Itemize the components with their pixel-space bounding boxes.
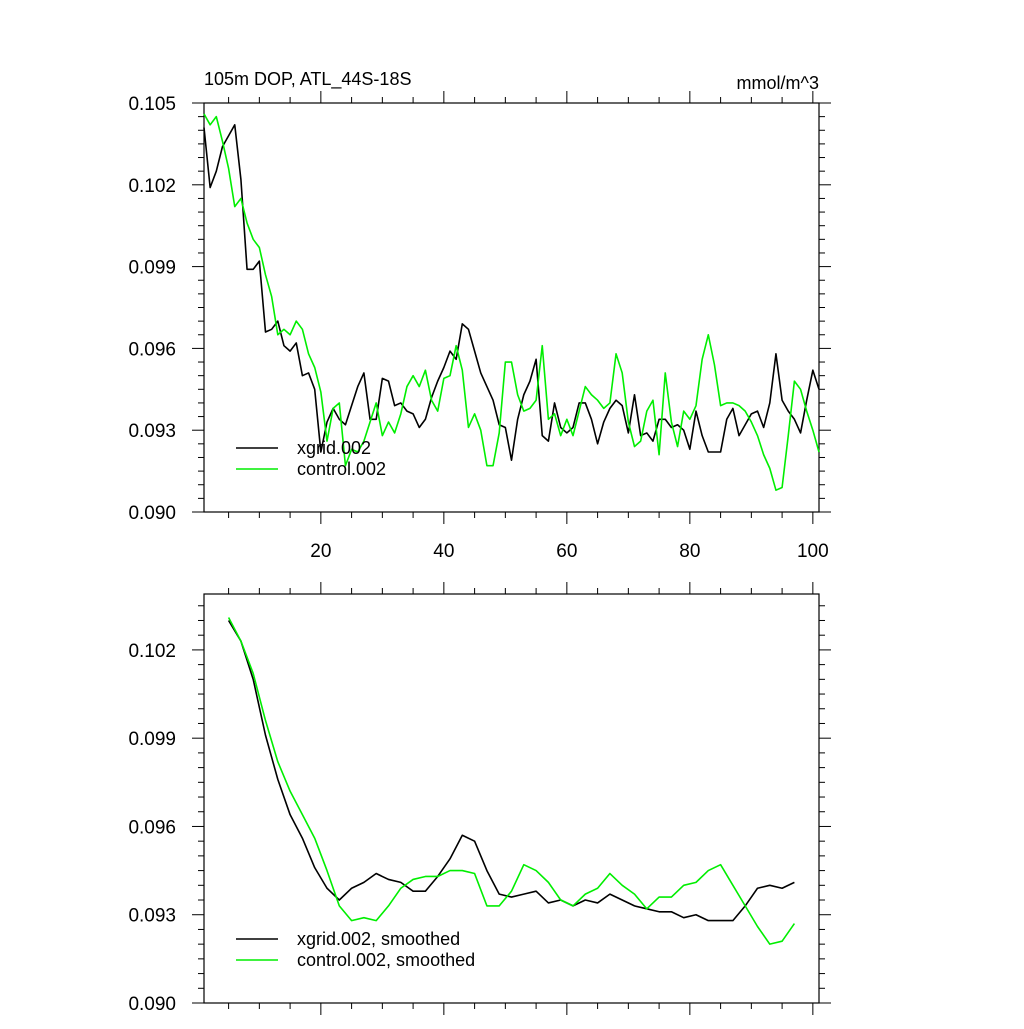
y-tick-label: 0.093	[128, 906, 176, 927]
plot-frame	[203, 593, 820, 1004]
y-tick-label: 0.102	[128, 641, 176, 662]
legend-label: control.002, smoothed	[297, 950, 475, 970]
data-line	[227, 620, 795, 922]
y-tick-label: 0.090	[128, 503, 176, 524]
legend-label: control.002	[297, 459, 386, 479]
y-tick-label: 0.090	[128, 994, 176, 1015]
data-line	[203, 113, 820, 491]
y-tick-label: 0.099	[128, 729, 176, 750]
units-label: mmol/m^3	[737, 73, 819, 93]
x-tick-label: 40	[433, 541, 454, 562]
x-tick-label: 20	[310, 541, 331, 562]
data-line	[203, 124, 820, 461]
y-tick-label: 0.096	[128, 339, 176, 360]
y-tick-label: 0.105	[128, 94, 176, 115]
y-tick-label: 0.096	[128, 817, 176, 838]
chart-title: 105m DOP, ATL_44S-18S	[204, 69, 411, 90]
x-tick-label: 100	[797, 541, 829, 562]
y-tick-label: 0.102	[128, 176, 176, 197]
legend-label: xgrid.002, smoothed	[297, 929, 460, 949]
y-tick-label: 0.099	[128, 258, 176, 279]
legend-label: xgrid.002	[297, 438, 371, 458]
y-tick-label: 0.093	[128, 421, 176, 442]
data-line	[227, 617, 796, 945]
x-tick-label: 80	[679, 541, 700, 562]
x-tick-label: 60	[556, 541, 577, 562]
